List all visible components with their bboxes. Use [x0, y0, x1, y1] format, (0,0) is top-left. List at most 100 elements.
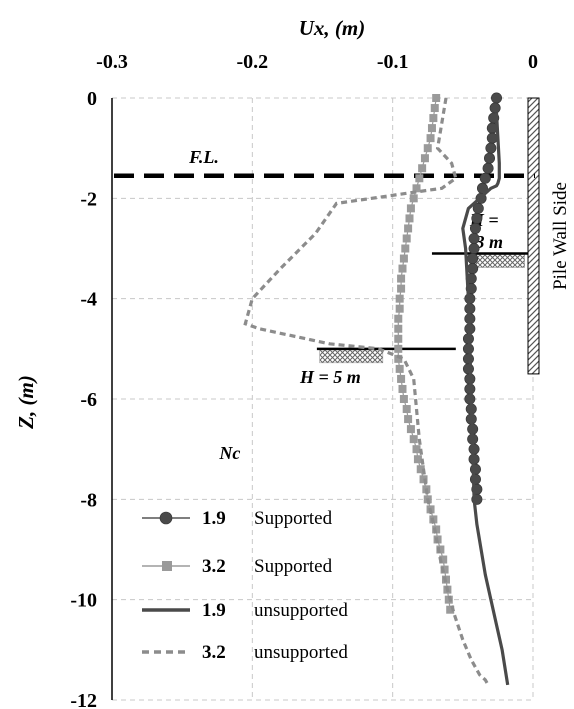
data-point [423, 144, 432, 153]
data-point [469, 473, 481, 485]
data-point [491, 92, 503, 104]
legend-value: 1.9 [202, 600, 226, 621]
h3-support-hatch [469, 254, 525, 268]
data-point [430, 104, 439, 113]
data-point [394, 344, 403, 353]
data-point [429, 114, 438, 123]
data-point [395, 294, 404, 303]
data-point [420, 154, 429, 163]
data-point [397, 374, 406, 383]
data-point [404, 224, 413, 233]
legend-item: 1.9 unsupported [142, 600, 348, 621]
data-point [409, 194, 418, 203]
data-point [406, 204, 415, 213]
series-line [461, 112, 510, 686]
y-tick-label: -12 [70, 690, 97, 709]
data-point [404, 415, 413, 424]
legend-item: 3.2 unsupported [142, 642, 348, 663]
series-3-2-unsupported [243, 97, 490, 686]
h5-support-hatch [319, 349, 384, 364]
data-point [401, 244, 410, 253]
tick-labels: -0.3 -0.2 -0.1 0 0 -2 -4 -6 -8 -10 -12 [70, 51, 538, 709]
y-tick-label: -10 [70, 590, 97, 612]
h5-label: H = 5 m [299, 367, 361, 387]
data-point [436, 545, 445, 554]
legend-label: unsupported [254, 642, 348, 663]
x-tick-label: -0.2 [236, 51, 268, 73]
data-point [402, 405, 411, 414]
legend-swatch-marker [159, 511, 173, 525]
data-point [440, 565, 449, 574]
legend-label: Supported [254, 508, 333, 529]
x-tick-label: -0.3 [96, 51, 128, 73]
data-point [399, 395, 408, 403]
y-tick-label: -8 [80, 489, 97, 511]
data-point [399, 254, 408, 263]
nc-label: Nc [218, 443, 240, 463]
legend-value: 3.2 [202, 642, 226, 663]
data-point [468, 232, 480, 244]
series-line [243, 97, 490, 686]
data-point [446, 605, 455, 614]
pile-wall [527, 97, 540, 375]
legend-label: unsupported [254, 600, 348, 621]
data-point [426, 134, 435, 143]
data-point [469, 222, 481, 234]
data-point [471, 212, 483, 224]
x-tick-label: -0.1 [377, 51, 409, 73]
series-1-9-unsupported [461, 112, 510, 686]
data-point [427, 124, 436, 133]
data-point [416, 465, 425, 474]
x-axis-title: Ux, (m) [299, 16, 366, 40]
series-group [243, 92, 510, 686]
legend-swatch-marker [162, 561, 172, 571]
data-point [483, 152, 495, 164]
data-point [394, 354, 403, 363]
y-tick-label: -6 [80, 389, 97, 411]
data-point [405, 214, 414, 223]
legend-value: 1.9 [202, 508, 226, 529]
data-point [489, 102, 501, 114]
h3-label-line2: 3 m [474, 232, 503, 252]
data-point [395, 304, 404, 313]
y-tick-label: -2 [80, 188, 97, 210]
data-point [412, 445, 421, 454]
y-tick-label: 0 [87, 88, 97, 110]
y-tick-label: -4 [80, 289, 97, 311]
legend-label: Supported [254, 556, 333, 577]
pile-wall-label: Pile Wall Side [550, 182, 571, 290]
data-point [415, 174, 424, 183]
annotations: Pile Wall Side F.L. H = 5 m H = 3 m Nc [114, 97, 571, 463]
series-3-2-supported [394, 94, 455, 614]
data-point [432, 94, 441, 102]
data-point [394, 334, 403, 343]
data-point [397, 274, 406, 283]
data-point [412, 184, 421, 193]
formation-level-label: F.L. [188, 147, 219, 167]
legend-item: 3.2 Supported [142, 556, 333, 577]
legend-value: 3.2 [202, 556, 226, 577]
data-point [482, 162, 494, 174]
data-point [439, 555, 448, 564]
x-tick-label: 0 [528, 51, 538, 73]
data-point [462, 353, 474, 365]
data-point [467, 263, 479, 275]
data-point [394, 314, 403, 323]
data-point [398, 384, 407, 393]
data-point [409, 435, 418, 444]
data-point [398, 264, 407, 273]
y-axis-title: Z, (m) [14, 375, 38, 430]
data-point [468, 243, 480, 255]
data-point [413, 455, 422, 464]
data-point [394, 324, 403, 333]
series-line [397, 97, 451, 610]
data-point [402, 234, 411, 243]
data-point [486, 132, 498, 144]
data-point [397, 284, 406, 293]
data-point [485, 142, 497, 154]
data-point [395, 364, 404, 373]
data-point [406, 425, 415, 434]
data-point [418, 164, 427, 173]
